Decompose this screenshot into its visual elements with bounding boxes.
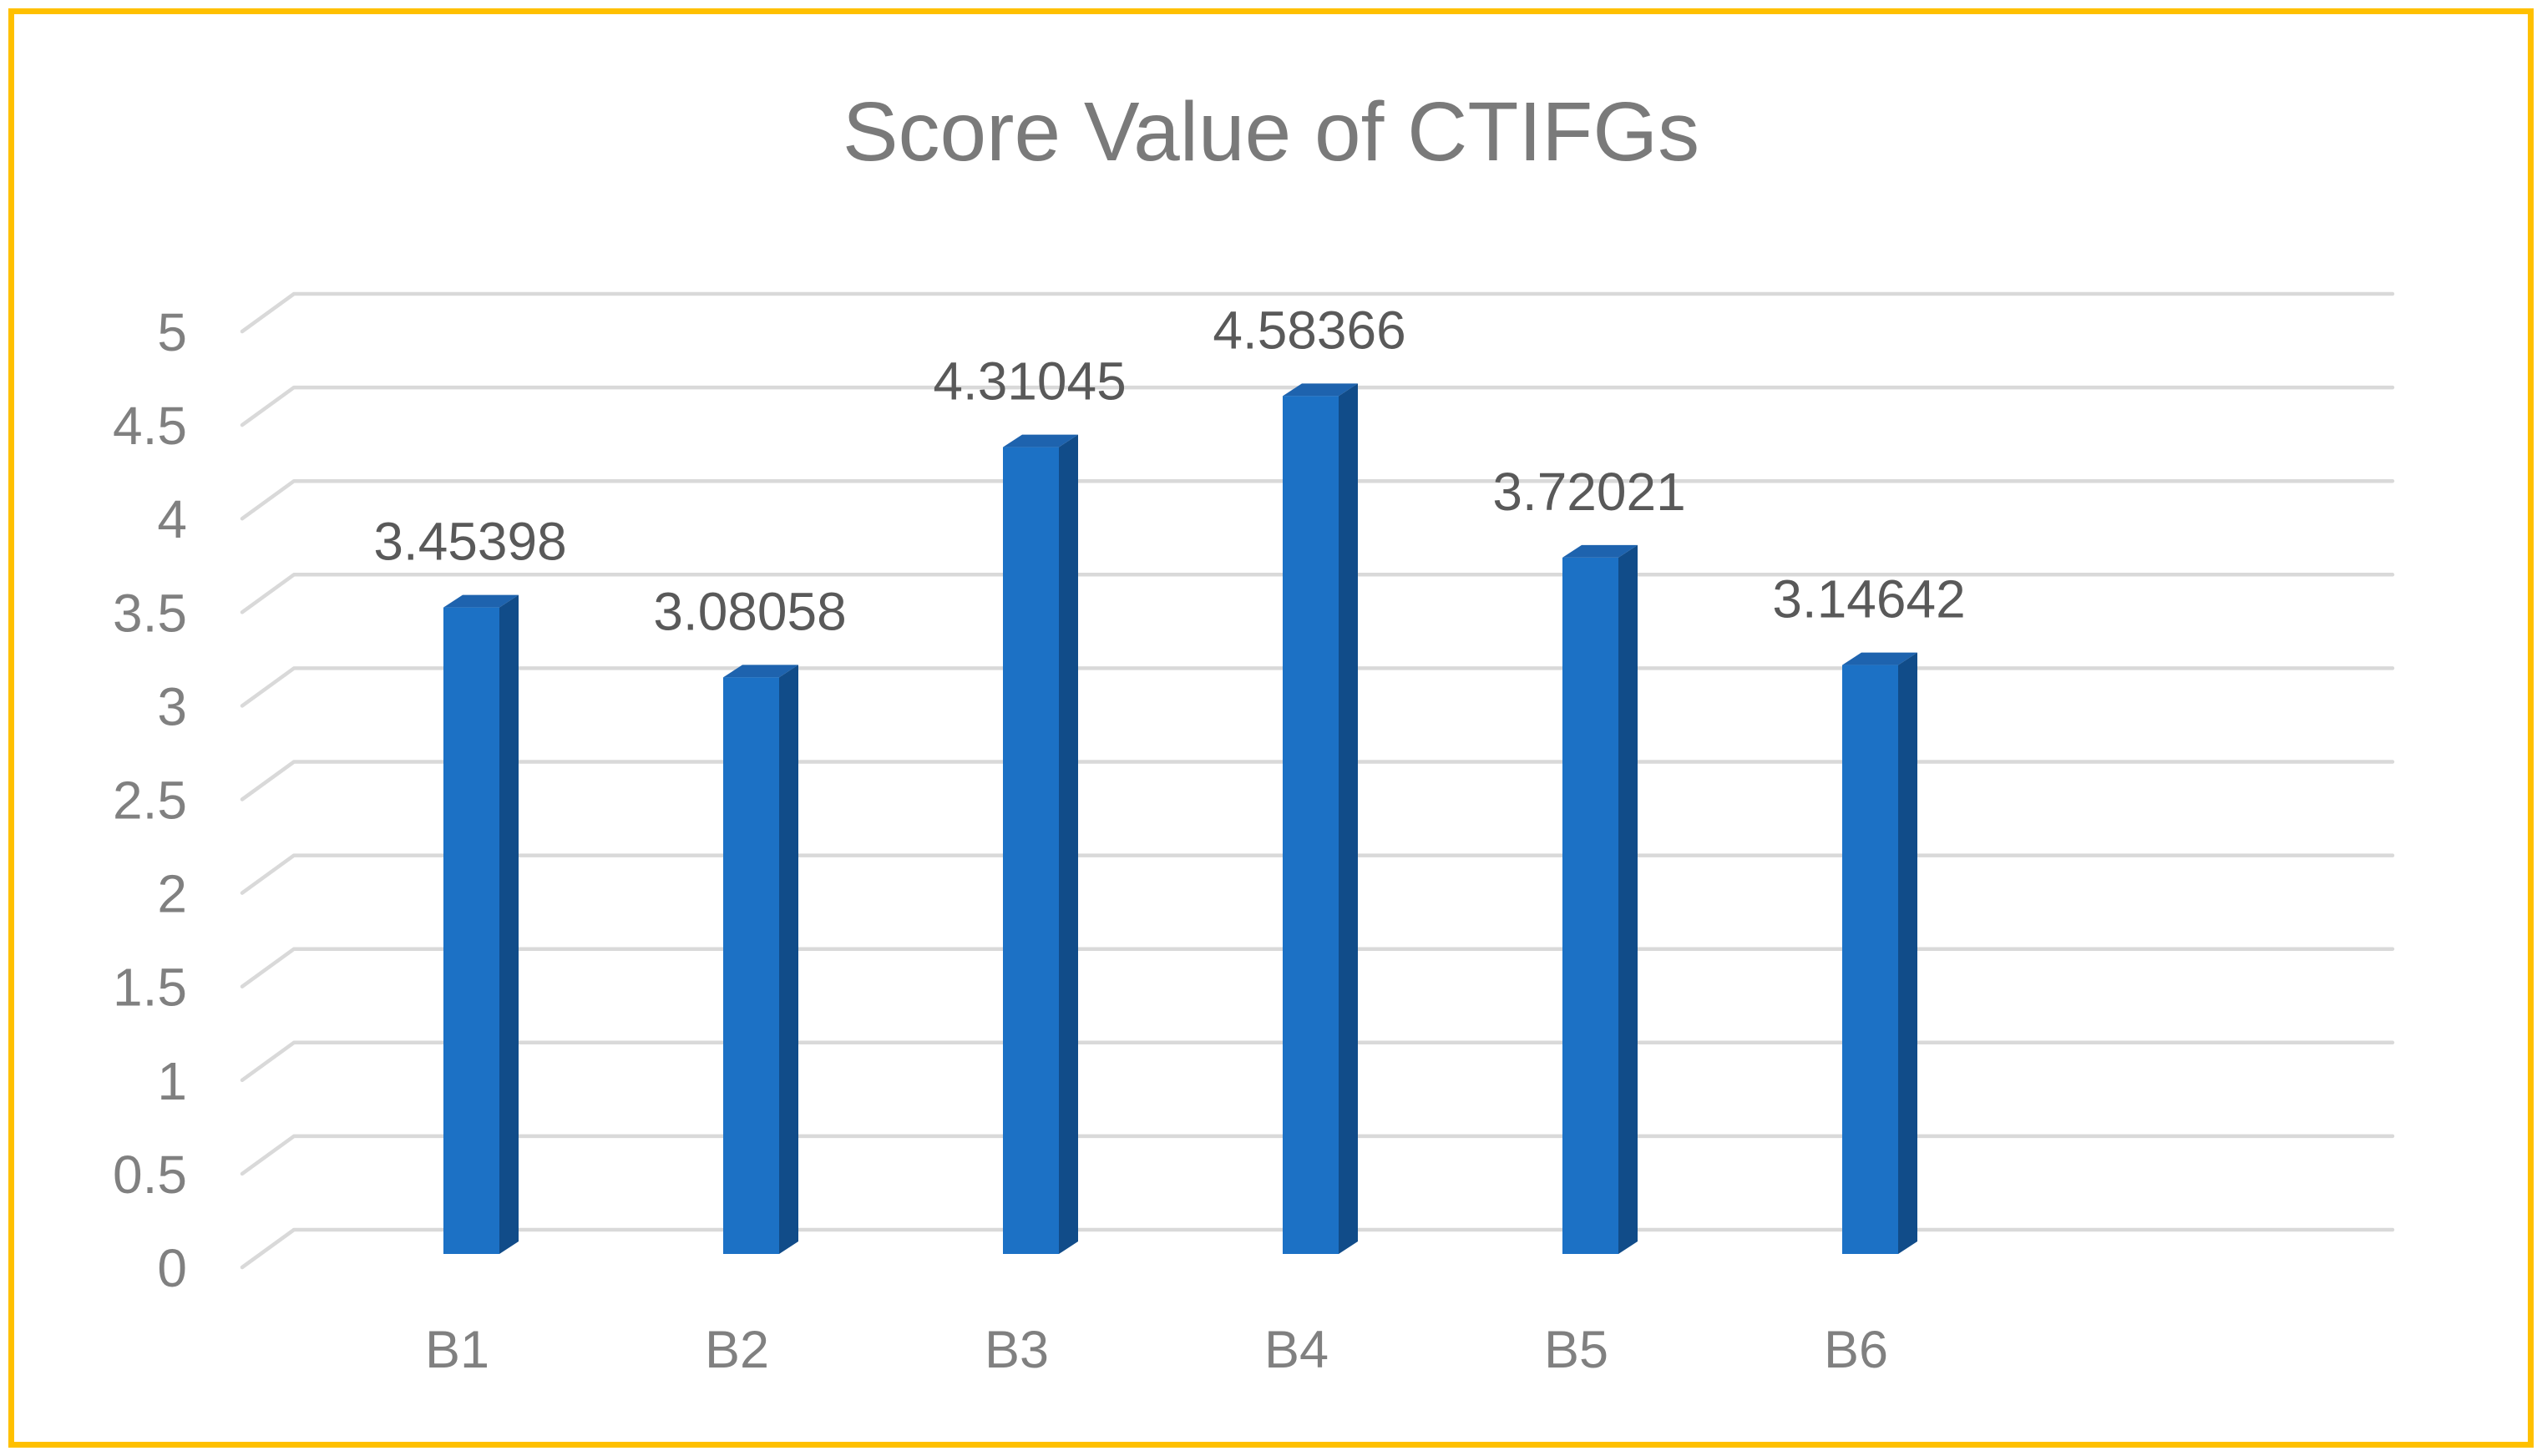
- gridline: [240, 947, 2395, 988]
- bar-data-label: 3.45398: [373, 512, 566, 572]
- bar-B6: [1842, 652, 1917, 1254]
- bar-B4: [1283, 383, 1358, 1255]
- bar-front-face: [1003, 447, 1059, 1254]
- gridline: [240, 760, 2395, 801]
- gridline: [240, 573, 2395, 614]
- bar-top-face: [1003, 434, 1078, 447]
- bar-data-label: 3.08058: [653, 581, 846, 641]
- gridline: [240, 385, 2395, 427]
- bar-data-label: 3.72021: [1492, 462, 1685, 522]
- y-axis-tick-label: 2.5: [113, 771, 187, 831]
- y-axis-tick-label: 4.5: [113, 396, 187, 456]
- bar-data-label: 4.58366: [1213, 300, 1405, 360]
- bar-front-face: [723, 677, 779, 1254]
- bar-top-face: [723, 665, 798, 678]
- y-axis-labels-group: 5 4.5 4 3.5 3 2.5 2 1.5 1 0.5 0: [113, 302, 187, 1298]
- bars-group: [443, 383, 1917, 1255]
- bar-B1: [443, 594, 519, 1254]
- bar-top-face: [443, 594, 519, 608]
- y-axis-tick-label: 3.5: [113, 583, 187, 643]
- y-axis-tick-label: 3: [157, 676, 187, 736]
- gridline: [240, 1227, 2395, 1270]
- bar-front-face: [1842, 665, 1898, 1254]
- bar-top-face: [1562, 544, 1638, 558]
- y-axis-tick-label: 1.5: [113, 958, 187, 1018]
- y-axis-tick-label: 1: [157, 1051, 187, 1111]
- chart-title: Score Value of CTIFGs: [843, 85, 1699, 179]
- bar-data-label: 4.31045: [933, 351, 1126, 412]
- y-axis-tick-label: 0.5: [113, 1145, 187, 1205]
- bar-side-face: [1618, 544, 1638, 1254]
- bar-front-face: [1562, 557, 1618, 1254]
- x-axis-category-label: B1: [425, 1321, 489, 1379]
- gridline: [240, 478, 2395, 521]
- gridline: [240, 1040, 2395, 1083]
- bar-front-face: [443, 607, 499, 1254]
- bar-side-face: [779, 665, 798, 1254]
- x-axis-category-label: B6: [1824, 1321, 1888, 1379]
- gridline: [240, 853, 2395, 895]
- bar-data-label: 3.14642: [1772, 569, 1965, 629]
- x-axis-category-label: B3: [985, 1321, 1049, 1379]
- gridlines-group: [240, 291, 2395, 1270]
- x-axis-category-label: B4: [1264, 1321, 1329, 1379]
- bar-side-face: [499, 594, 519, 1254]
- bar-side-face: [1898, 652, 1917, 1254]
- bar-B3: [1003, 434, 1078, 1254]
- data-labels-group: 3.45398 3.08058 4.31045 4.58366 3.72021 3.146…: [373, 300, 1965, 641]
- y-axis-tick-label: 2: [157, 864, 187, 924]
- bar-top-face: [1842, 652, 1917, 665]
- bar-side-face: [1339, 383, 1358, 1255]
- gridline: [240, 1134, 2395, 1176]
- bar-B2: [723, 665, 798, 1254]
- bar-side-face: [1059, 434, 1078, 1254]
- bar-front-face: [1283, 396, 1339, 1255]
- gridline: [240, 291, 2395, 334]
- gridline: [240, 666, 2395, 708]
- y-axis-tick-label: 0: [157, 1238, 187, 1298]
- chart-border-frame: [8, 8, 2534, 1448]
- y-axis-tick-label: 5: [157, 302, 187, 362]
- x-axis-category-label: B2: [705, 1321, 769, 1379]
- bar-B5: [1562, 544, 1638, 1254]
- bar-top-face: [1283, 383, 1358, 397]
- y-axis-tick-label: 4: [157, 489, 187, 549]
- x-axis-category-label: B5: [1544, 1321, 1608, 1379]
- x-axis-labels-group: B1 B2 B3 B4 B5 B6: [425, 1321, 1888, 1379]
